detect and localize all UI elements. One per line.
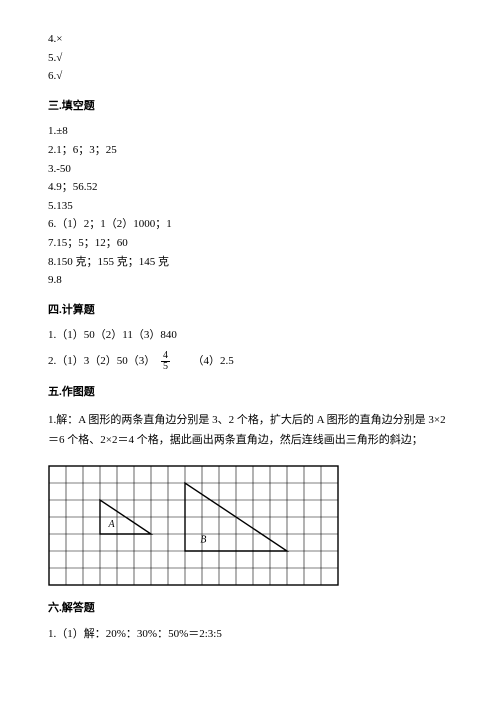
fraction: 4 5 <box>161 351 170 372</box>
answer-text: 2.（1）3（2）50（3） <box>48 355 155 367</box>
section6-answers: 1.（1）解：20%：30%：50%＝2:3:5 <box>48 626 452 644</box>
answer-line: 8.150 克；155 克；145 克 <box>48 254 452 272</box>
answer-line: 9.8 <box>48 272 452 290</box>
answer-line: 2.1；6；3；25 <box>48 142 452 160</box>
answer-line: 4.9；56.52 <box>48 179 452 197</box>
answer-line: 1.（1）解：20%：30%：50%＝2:3:5 <box>48 626 452 644</box>
svg-text:A: A <box>108 519 116 530</box>
grid-figure: AB <box>48 465 452 586</box>
answer-line: 2.（1）3（2）50（3） 4 5 （4）2.5 <box>48 351 452 372</box>
answer-line: 7.15；5；12；60 <box>48 235 452 253</box>
section-heading-drawing: 五.作图题 <box>48 384 452 402</box>
answer-line: 3.-50 <box>48 161 452 179</box>
section-heading-fill-blank: 三.填空题 <box>48 98 452 116</box>
section-heading-solve: 六.解答题 <box>48 600 452 618</box>
answers-top-block: 4.× 5.√ 6.√ <box>48 31 452 86</box>
svg-text:B: B <box>200 535 206 546</box>
fraction-denominator: 5 <box>161 362 170 372</box>
answer-line: 4.× <box>48 31 452 49</box>
answer-text: （4）2.5 <box>193 355 234 367</box>
answer-line: 6.√ <box>48 68 452 86</box>
grid-svg: AB <box>48 465 339 586</box>
answer-line: 5.√ <box>48 50 452 68</box>
paragraph-text: 1.解：A 图形的两条直角边分别是 3、2 个格，扩大后的 A 图形的直角边分别… <box>48 414 446 447</box>
section-heading-calculation: 四.计算题 <box>48 302 452 320</box>
section4-answers: 1.（1）50（2）11（3）840 2.（1）3（2）50（3） 4 5 （4… <box>48 327 452 372</box>
section3-answers: 1.±8 2.1；6；3；25 3.-50 4.9；56.52 5.135 6.… <box>48 123 452 289</box>
answer-line: 1.±8 <box>48 123 452 141</box>
answer-line: 6.（1）2；1（2）1000；1 <box>48 216 452 234</box>
section5-paragraph: 1.解：A 图形的两条直角边分别是 3、2 个格，扩大后的 A 图形的直角边分别… <box>48 410 452 452</box>
answer-line: 5.135 <box>48 198 452 216</box>
answer-line: 1.（1）50（2）11（3）840 <box>48 327 452 345</box>
